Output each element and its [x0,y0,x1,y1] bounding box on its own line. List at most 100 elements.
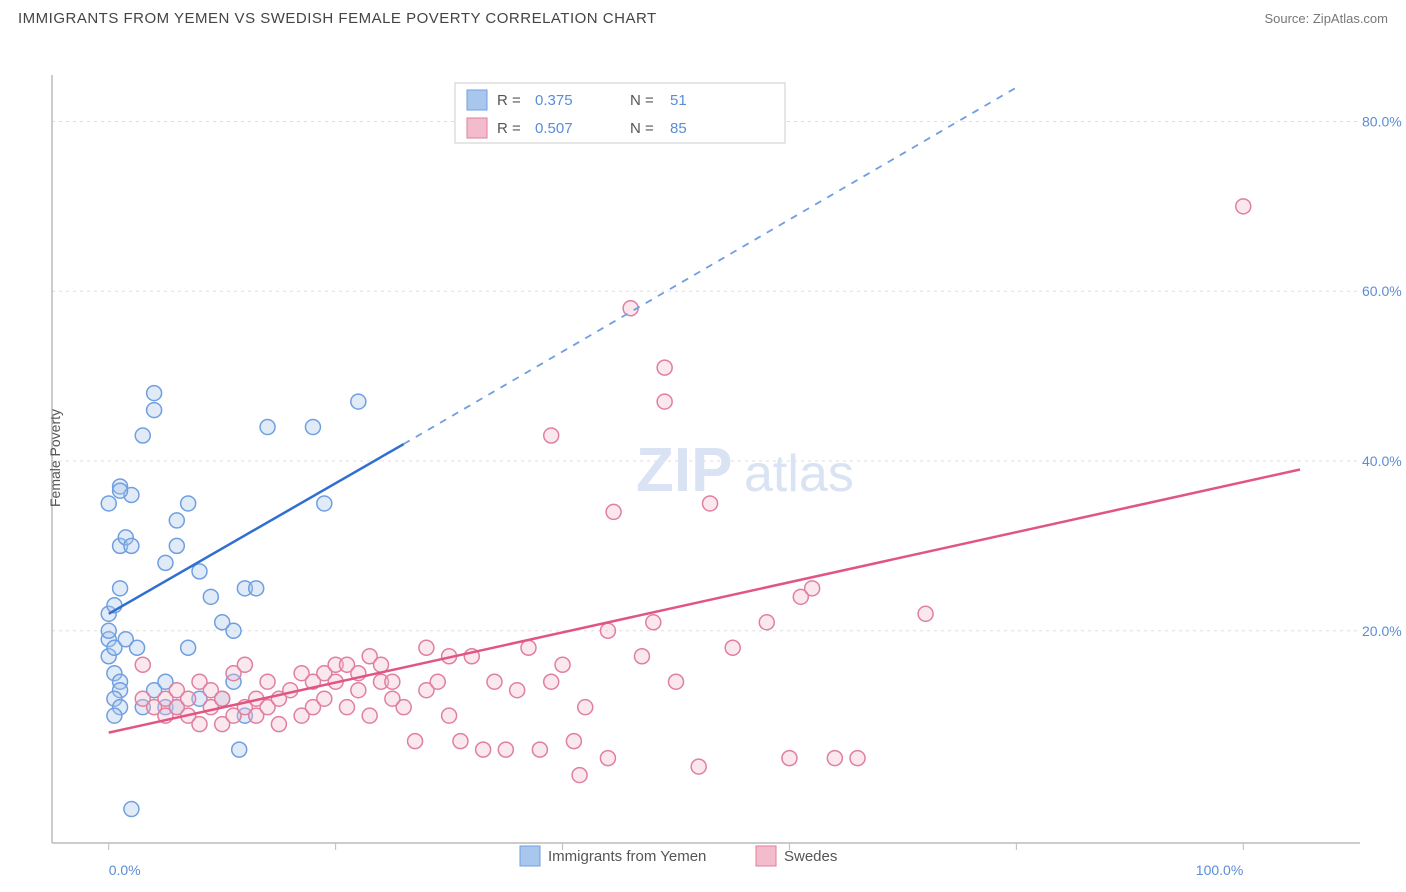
data-point-yemen [147,386,162,401]
data-point-swedes [657,360,672,375]
data-point-swedes [521,640,536,655]
data-point-yemen [260,420,275,435]
data-point-yemen [169,513,184,528]
data-point-swedes [510,683,525,698]
data-point-swedes [396,700,411,715]
data-point-swedes [442,708,457,723]
data-point-yemen [181,496,196,511]
data-point-swedes [827,751,842,766]
source-name: ZipAtlas.com [1313,11,1388,26]
data-point-swedes [1236,199,1251,214]
data-point-swedes [181,691,196,706]
data-point-swedes [703,496,718,511]
data-point-swedes [572,768,587,783]
data-point-yemen [351,394,366,409]
data-point-swedes [317,691,332,706]
data-point-swedes [351,683,366,698]
data-point-swedes [476,742,491,757]
data-point-swedes [566,734,581,749]
data-point-yemen [147,403,162,418]
chart-title: IMMIGRANTS FROM YEMEN VS SWEDISH FEMALE … [18,10,657,27]
data-point-swedes [782,751,797,766]
data-point-swedes [600,623,615,638]
legend-swatch-swedes [467,118,487,138]
data-point-yemen [101,496,116,511]
data-point-swedes [237,657,252,672]
legend-n-label-yemen: N = [630,92,654,109]
data-point-swedes [192,717,207,732]
series-label-yemen: Immigrants from Yemen [548,848,706,865]
data-point-swedes [339,700,354,715]
legend-n-value-swedes: 85 [670,120,687,137]
data-point-swedes [555,657,570,672]
data-point-swedes [657,394,672,409]
data-point-swedes [600,751,615,766]
y-tick-label: 40.0% [1362,453,1402,469]
scatter-chart: 20.0%40.0%60.0%80.0%0.0%100.0%ZIPatlasR … [0,33,1406,883]
data-point-swedes [215,691,230,706]
data-point-swedes [759,615,774,630]
series-swatch-swedes [756,846,776,866]
data-point-yemen [169,538,184,553]
y-tick-label: 60.0% [1362,283,1402,299]
data-point-yemen [107,708,122,723]
data-point-swedes [544,674,559,689]
data-point-yemen [158,555,173,570]
data-point-yemen [113,483,128,498]
data-point-yemen [226,623,241,638]
data-point-swedes [691,759,706,774]
data-point-yemen [101,623,116,638]
watermark-atlas: atlas [744,445,854,503]
legend-r-label-swedes: R = [497,120,521,137]
data-point-yemen [249,581,264,596]
data-point-yemen [124,538,139,553]
data-point-swedes [385,674,400,689]
data-point-swedes [408,734,423,749]
data-point-swedes [135,657,150,672]
series-label-swedes: Swedes [784,848,837,865]
data-point-yemen [203,589,218,604]
data-point-swedes [532,742,547,757]
data-point-swedes [374,657,389,672]
data-point-swedes [362,708,377,723]
data-point-swedes [850,751,865,766]
data-point-yemen [317,496,332,511]
data-point-swedes [271,717,286,732]
data-point-swedes [669,674,684,689]
legend-n-value-yemen: 51 [670,92,687,109]
data-point-yemen [113,581,128,596]
data-point-swedes [260,674,275,689]
x-tick-label: 100.0% [1196,862,1243,878]
data-point-yemen [192,564,207,579]
data-point-swedes [419,640,434,655]
chart-container: Female Poverty 20.0% 40.0% 60.0% 80.0% 0.0% 1… [0,33,1406,883]
data-point-yemen [305,420,320,435]
data-point-swedes [606,504,621,519]
y-tick-label: 20.0% [1362,623,1402,639]
y-tick-label: 80.0% [1362,113,1402,129]
legend-swatch-yemen [467,90,487,110]
legend-r-label-yemen: R = [497,92,521,109]
y-axis-label: Female Poverty [47,409,63,507]
x-tick-label: 0.0% [109,862,141,878]
source-label: Source: ZipAtlas.com [1264,11,1388,26]
data-point-swedes [487,674,502,689]
series-swatch-yemen [520,846,540,866]
header: IMMIGRANTS FROM YEMEN VS SWEDISH FEMALE … [0,0,1406,33]
data-point-yemen [135,428,150,443]
legend-r-value-yemen: 0.375 [535,92,573,109]
data-point-yemen [130,640,145,655]
data-point-swedes [544,428,559,443]
data-point-swedes [805,581,820,596]
data-point-swedes [430,674,445,689]
data-point-yemen [124,802,139,817]
data-point-swedes [646,615,661,630]
data-point-swedes [578,700,593,715]
legend-n-label-swedes: N = [630,120,654,137]
data-point-yemen [232,742,247,757]
data-point-swedes [918,606,933,621]
data-point-swedes [453,734,468,749]
data-point-swedes [725,640,740,655]
data-point-yemen [181,640,196,655]
data-point-swedes [498,742,513,757]
